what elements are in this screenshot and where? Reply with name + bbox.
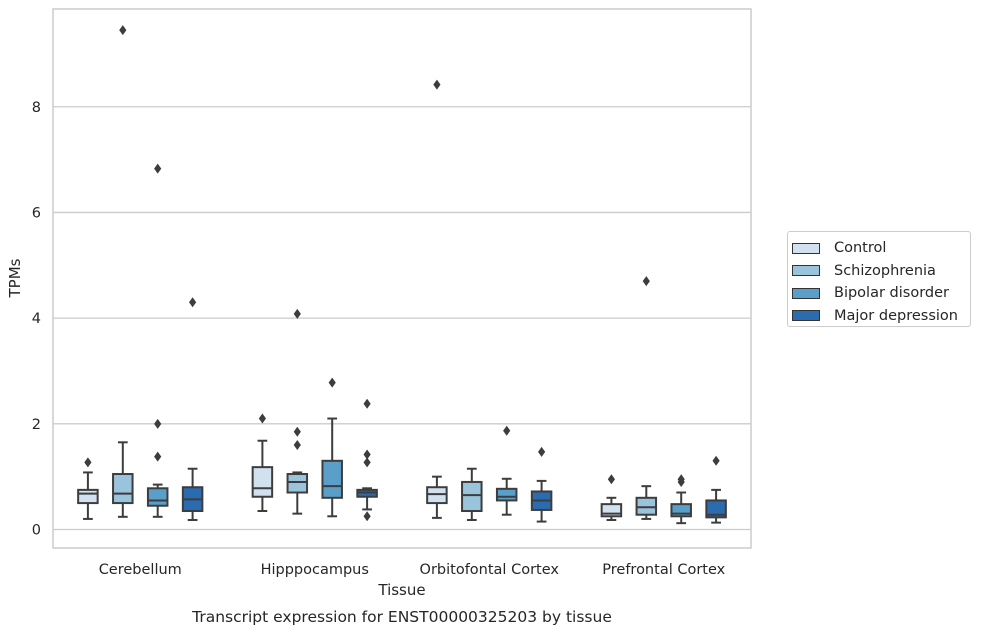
- outlier-point: [293, 426, 301, 437]
- outlier-point: [119, 25, 127, 36]
- box-plot: [251, 413, 274, 513]
- box-plot: [77, 457, 99, 520]
- outlier-point: [293, 308, 301, 319]
- legend-label: Control: [834, 240, 887, 257]
- legend-swatch: [792, 287, 820, 299]
- outlier-point: [642, 276, 650, 287]
- outlier-point: [154, 163, 162, 174]
- legend-item-control: Control: [792, 237, 970, 260]
- box-plot: [286, 308, 309, 515]
- box-iqr: [426, 486, 448, 505]
- box-groups: [77, 25, 727, 525]
- outlier-point: [503, 425, 511, 436]
- legend-swatch: [792, 242, 820, 254]
- box-plot: [146, 163, 169, 518]
- outlier-point: [433, 79, 441, 90]
- box-iqr: [146, 487, 169, 507]
- outlier-point: [712, 455, 720, 466]
- y-tick-label: 0: [32, 523, 41, 539]
- box-plot: [112, 25, 134, 518]
- box-iqr: [635, 496, 658, 516]
- box-iqr: [112, 473, 134, 505]
- outlier-point: [363, 511, 371, 522]
- box-plot: [181, 297, 204, 521]
- y-tick-label: 6: [32, 205, 41, 221]
- y-tick-label: 8: [32, 100, 41, 116]
- box-iqr: [77, 488, 99, 505]
- gridlines: [53, 106, 751, 531]
- box-plot: [635, 276, 658, 520]
- box-iqr: [495, 487, 518, 502]
- x-tick-label: Cerebellum: [99, 562, 182, 578]
- box-plot: [600, 474, 623, 521]
- legend-label: Major depression: [834, 307, 958, 324]
- outlier-point: [607, 474, 615, 485]
- box-iqr: [321, 459, 343, 499]
- legend-label: Schizophrenia: [834, 262, 936, 279]
- box-iqr: [251, 466, 274, 498]
- outlier-point: [154, 418, 162, 429]
- x-axis-ticks: Cerebellum Hipppocampus Orbitofontal Corte…: [99, 562, 726, 578]
- outlier-point: [538, 446, 546, 457]
- outlier-point: [328, 377, 336, 388]
- outlier-point: [258, 413, 266, 424]
- y-axis-label: TPMs: [6, 258, 24, 298]
- box-plot: [495, 425, 518, 516]
- box-plot: [426, 79, 448, 519]
- outlier-point: [154, 451, 162, 462]
- legend: Control Schizophrenia Bipolar disorder M…: [787, 231, 971, 327]
- box-iqr: [286, 473, 309, 494]
- legend-swatch: [792, 265, 820, 277]
- box-plot: [705, 455, 727, 524]
- box-iqr: [461, 480, 483, 513]
- outlier-point: [189, 297, 197, 308]
- chart-title: Transcript expression for ENST0000032520…: [191, 608, 612, 626]
- y-tick-label: 2: [32, 417, 41, 433]
- legend-item-schizophrenia: Schizophrenia: [792, 260, 970, 283]
- box-plot: [321, 377, 343, 518]
- box-plot: [461, 467, 483, 521]
- outlier-point: [677, 476, 685, 487]
- outlier-point: [363, 398, 371, 409]
- box-plot: [670, 474, 692, 525]
- legend-item-bipolar-disorder: Bipolar disorder: [792, 282, 970, 305]
- x-tick-label: Orbitofontal Cortex: [420, 562, 560, 578]
- x-axis-label: Tissue: [377, 581, 425, 599]
- legend-item-major-depression: Major depression: [792, 305, 970, 328]
- outlier-point: [84, 457, 92, 468]
- legend-label: Bipolar disorder: [834, 285, 949, 302]
- box-plot: [356, 398, 378, 522]
- outlier-point: [293, 439, 301, 450]
- plot-area: [52, 8, 752, 549]
- x-tick-label: Prefrontal Cortex: [602, 562, 725, 578]
- box-plot: [530, 446, 553, 523]
- outlier-point: [363, 449, 371, 460]
- box-iqr: [705, 499, 727, 519]
- legend-swatch: [792, 310, 820, 322]
- y-axis-ticks: 0 2 4 6 8: [32, 100, 41, 539]
- y-tick-label: 4: [32, 311, 41, 327]
- outlier-point: [363, 457, 371, 468]
- x-tick-label: Hipppocampus: [261, 562, 369, 578]
